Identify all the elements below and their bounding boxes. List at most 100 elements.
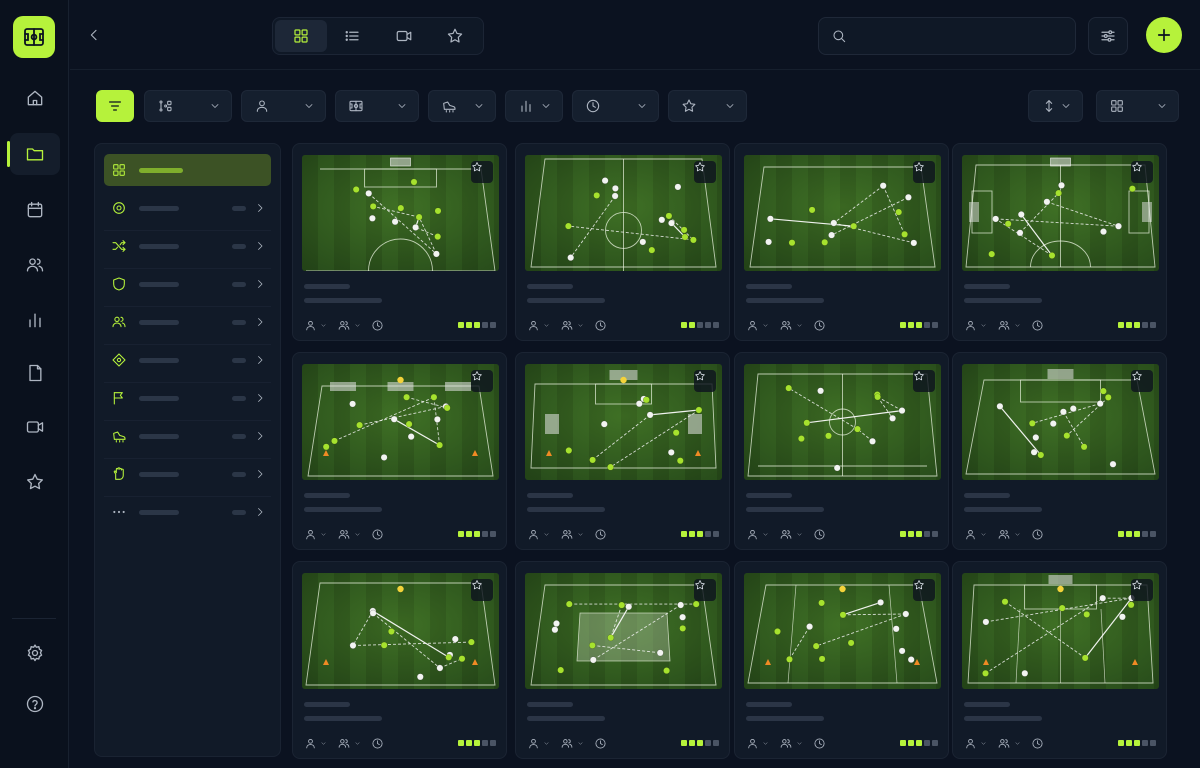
drill-thumbnail[interactable] [302, 364, 499, 480]
formation-filter-dropdown[interactable] [144, 90, 232, 122]
rating-pip [490, 322, 496, 328]
pitch-area-filter-dropdown[interactable] [335, 90, 419, 122]
nav-help[interactable] [10, 683, 60, 725]
drill-card[interactable] [292, 352, 507, 550]
drill-card[interactable] [515, 143, 730, 341]
intensity-filter-dropdown[interactable] [505, 90, 563, 122]
group-size-menu[interactable] [560, 528, 584, 541]
drill-thumbnail[interactable] [962, 364, 1159, 480]
group-size-menu[interactable] [779, 737, 803, 750]
nav-stats[interactable] [10, 299, 60, 341]
player-count-menu[interactable] [527, 737, 550, 750]
nav-team[interactable] [10, 244, 60, 286]
drill-thumbnail[interactable] [525, 155, 722, 271]
filter-toggle-button[interactable] [96, 90, 134, 122]
player-count-menu[interactable] [746, 319, 769, 332]
duration-filter-dropdown[interactable] [572, 90, 659, 122]
drill-thumbnail[interactable] [302, 155, 499, 271]
favorite-button[interactable] [471, 161, 493, 183]
group-size-menu[interactable] [997, 319, 1021, 332]
nav-documents[interactable] [10, 352, 60, 394]
search-input[interactable] [857, 28, 1057, 44]
player-count-menu[interactable] [964, 737, 987, 750]
drill-thumbnail[interactable] [525, 573, 722, 689]
group-size-menu[interactable] [337, 319, 361, 332]
category-technique[interactable] [104, 420, 271, 452]
add-drill-button[interactable] [1146, 17, 1182, 53]
favorite-button[interactable] [1131, 579, 1153, 601]
favorite-button[interactable] [1131, 161, 1153, 183]
filter-settings-button[interactable] [1088, 17, 1128, 55]
nav-favorites[interactable] [10, 461, 60, 503]
drill-card[interactable] [515, 561, 730, 759]
view-favorites-button[interactable] [430, 20, 482, 52]
drill-thumbnail[interactable] [744, 155, 941, 271]
drill-card[interactable] [952, 143, 1167, 341]
group-size-menu[interactable] [779, 319, 803, 332]
player-count-menu[interactable] [527, 528, 550, 541]
favorite-button[interactable] [694, 370, 716, 392]
group-size-menu[interactable] [560, 737, 584, 750]
category-finishing[interactable] [104, 344, 271, 376]
drill-thumbnail[interactable] [962, 573, 1159, 689]
category-attacking[interactable] [104, 192, 271, 224]
favorite-button[interactable] [913, 161, 935, 183]
player-count-menu[interactable] [304, 319, 327, 332]
nav-settings[interactable] [10, 632, 60, 674]
group-size-menu[interactable] [997, 737, 1021, 750]
category-team-play[interactable] [104, 306, 271, 338]
drill-card[interactable] [292, 143, 507, 341]
rating-filter-dropdown[interactable] [668, 90, 747, 122]
category-defending[interactable] [104, 268, 271, 300]
player-count-menu[interactable] [304, 737, 327, 750]
nav-video[interactable] [10, 406, 60, 448]
view-grid-button[interactable] [275, 20, 327, 52]
nav-calendar[interactable] [10, 189, 60, 231]
favorite-button[interactable] [694, 579, 716, 601]
group-size-menu[interactable] [337, 737, 361, 750]
group-size-menu[interactable] [337, 528, 361, 541]
drill-card[interactable] [734, 143, 949, 341]
player-count-menu[interactable] [964, 528, 987, 541]
drill-card[interactable] [952, 561, 1167, 759]
group-size-menu[interactable] [779, 528, 803, 541]
group-size-menu[interactable] [997, 528, 1021, 541]
nav-library[interactable] [7, 133, 60, 175]
favorite-button[interactable] [471, 370, 493, 392]
sort-dropdown[interactable] [1028, 90, 1083, 122]
category-all[interactable] [104, 154, 271, 186]
favorite-button[interactable] [694, 161, 716, 183]
drill-thumbnail[interactable] [744, 364, 941, 480]
category-transitions[interactable] [104, 230, 271, 262]
drill-card[interactable] [952, 352, 1167, 550]
drill-thumbnail[interactable] [302, 573, 499, 689]
player-count-menu[interactable] [746, 737, 769, 750]
favorite-button[interactable] [471, 579, 493, 601]
player-count-menu[interactable] [304, 528, 327, 541]
favorite-button[interactable] [913, 370, 935, 392]
favorite-button[interactable] [913, 579, 935, 601]
player-filter-dropdown[interactable] [241, 90, 326, 122]
player-count-menu[interactable] [746, 528, 769, 541]
view-list-button[interactable] [327, 20, 379, 52]
drill-card[interactable] [292, 561, 507, 759]
drill-card[interactable] [515, 352, 730, 550]
layout-dropdown[interactable] [1096, 90, 1179, 122]
drill-thumbnail[interactable] [744, 573, 941, 689]
back-button[interactable] [82, 22, 106, 48]
nav-home[interactable] [10, 77, 60, 119]
view-video-button[interactable] [378, 20, 430, 52]
category-goalkeeping[interactable] [104, 458, 271, 490]
category-more[interactable] [104, 496, 271, 528]
drill-card[interactable] [734, 561, 949, 759]
player-count-menu[interactable] [964, 319, 987, 332]
drill-thumbnail[interactable] [525, 364, 722, 480]
skill-filter-dropdown[interactable] [428, 90, 496, 122]
app-logo[interactable] [13, 16, 55, 58]
drill-thumbnail[interactable] [962, 155, 1159, 271]
drill-card[interactable] [734, 352, 949, 550]
group-size-menu[interactable] [560, 319, 584, 332]
category-set-pieces[interactable] [104, 382, 271, 414]
player-count-menu[interactable] [527, 319, 550, 332]
favorite-button[interactable] [1131, 370, 1153, 392]
